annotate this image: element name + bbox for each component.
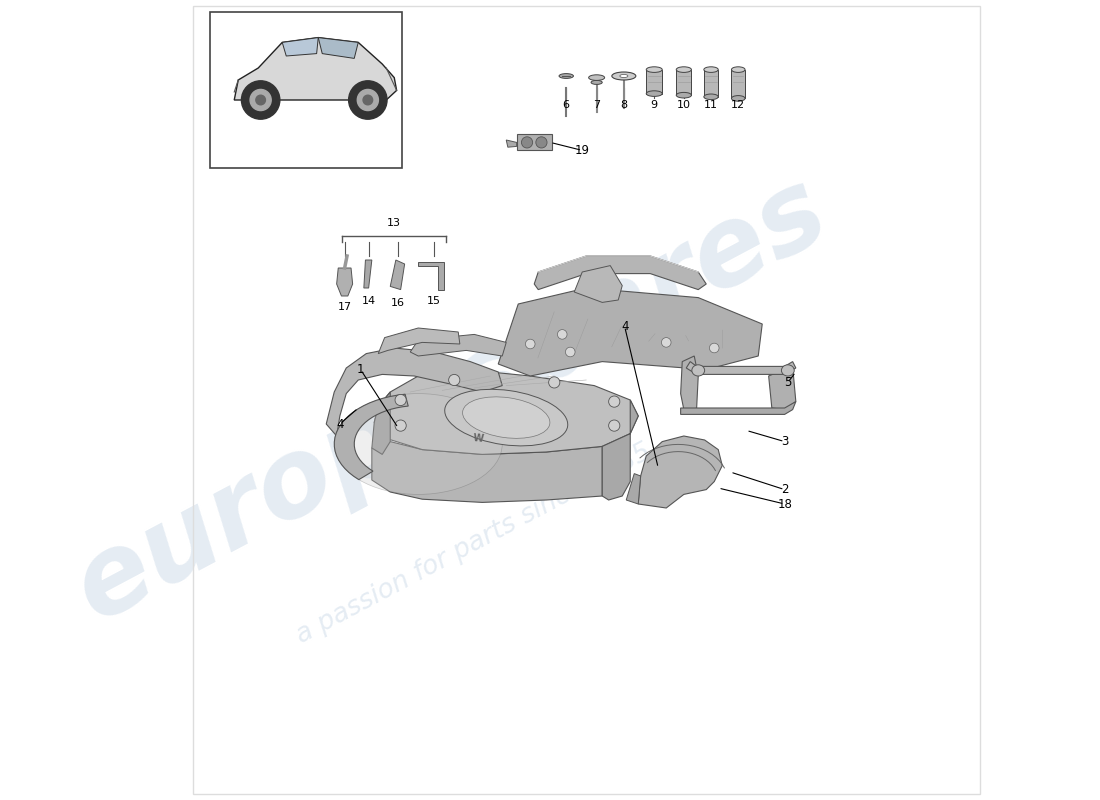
Text: 16: 16 xyxy=(392,298,405,308)
Polygon shape xyxy=(372,392,390,454)
Text: 19: 19 xyxy=(574,144,590,157)
Circle shape xyxy=(250,90,272,110)
Polygon shape xyxy=(234,38,397,100)
Polygon shape xyxy=(378,328,460,354)
Circle shape xyxy=(363,95,373,105)
Polygon shape xyxy=(506,140,517,147)
Text: 13: 13 xyxy=(387,218,402,228)
Circle shape xyxy=(449,374,460,386)
Circle shape xyxy=(536,137,547,148)
Polygon shape xyxy=(283,38,318,56)
Polygon shape xyxy=(410,334,506,356)
Circle shape xyxy=(608,420,619,431)
Text: 4: 4 xyxy=(337,418,343,430)
Circle shape xyxy=(661,338,671,347)
Text: 15: 15 xyxy=(427,296,441,306)
Polygon shape xyxy=(626,474,640,504)
Text: 14: 14 xyxy=(362,296,376,306)
Ellipse shape xyxy=(692,365,705,376)
Ellipse shape xyxy=(781,365,794,376)
Polygon shape xyxy=(769,366,795,410)
Circle shape xyxy=(710,343,719,353)
FancyBboxPatch shape xyxy=(210,12,403,168)
Text: W: W xyxy=(472,433,484,444)
Ellipse shape xyxy=(676,93,692,98)
Polygon shape xyxy=(374,370,638,454)
Ellipse shape xyxy=(334,394,503,494)
Ellipse shape xyxy=(463,397,550,438)
Circle shape xyxy=(521,137,532,148)
Polygon shape xyxy=(574,266,623,302)
Ellipse shape xyxy=(676,67,692,72)
Ellipse shape xyxy=(612,72,636,80)
Text: 1: 1 xyxy=(356,363,364,376)
Ellipse shape xyxy=(732,67,745,72)
Circle shape xyxy=(549,377,560,388)
Circle shape xyxy=(565,347,575,357)
Ellipse shape xyxy=(619,74,628,78)
Ellipse shape xyxy=(646,67,662,72)
Text: 12: 12 xyxy=(732,100,746,110)
Circle shape xyxy=(256,95,265,105)
Polygon shape xyxy=(318,38,359,58)
Circle shape xyxy=(349,81,387,119)
Text: 8: 8 xyxy=(620,100,627,110)
Circle shape xyxy=(395,420,406,431)
Polygon shape xyxy=(686,362,795,374)
Circle shape xyxy=(241,81,279,119)
Circle shape xyxy=(526,339,535,349)
Polygon shape xyxy=(638,436,723,508)
Polygon shape xyxy=(334,394,408,480)
Polygon shape xyxy=(646,70,662,94)
Polygon shape xyxy=(337,268,353,296)
Polygon shape xyxy=(372,442,602,502)
Text: 9: 9 xyxy=(651,100,658,110)
Polygon shape xyxy=(498,288,762,376)
Ellipse shape xyxy=(704,67,718,72)
Text: europaspares: europaspares xyxy=(56,157,844,643)
Polygon shape xyxy=(390,260,405,290)
Text: 6: 6 xyxy=(563,100,570,110)
Polygon shape xyxy=(602,400,638,500)
Text: 7: 7 xyxy=(593,100,601,110)
Ellipse shape xyxy=(591,80,602,84)
Text: a passion for parts since 1985: a passion for parts since 1985 xyxy=(293,439,657,649)
Polygon shape xyxy=(535,256,706,290)
Circle shape xyxy=(358,90,378,110)
Ellipse shape xyxy=(444,390,568,446)
Polygon shape xyxy=(327,348,503,436)
Ellipse shape xyxy=(588,75,605,80)
Polygon shape xyxy=(418,262,443,290)
Text: 18: 18 xyxy=(778,498,792,510)
Text: 4: 4 xyxy=(620,320,628,333)
Polygon shape xyxy=(704,70,718,97)
Ellipse shape xyxy=(732,95,745,101)
Ellipse shape xyxy=(559,74,573,78)
Polygon shape xyxy=(517,134,552,150)
Circle shape xyxy=(395,394,406,406)
Text: 5: 5 xyxy=(784,376,792,389)
Text: 11: 11 xyxy=(704,100,718,110)
Polygon shape xyxy=(732,70,745,98)
Text: 3: 3 xyxy=(781,435,789,448)
Circle shape xyxy=(608,396,619,407)
Polygon shape xyxy=(676,70,692,95)
Polygon shape xyxy=(364,260,372,288)
Text: 10: 10 xyxy=(676,100,691,110)
Text: 17: 17 xyxy=(338,302,352,313)
Circle shape xyxy=(558,330,566,339)
Polygon shape xyxy=(681,356,698,414)
Ellipse shape xyxy=(704,94,718,99)
Text: 2: 2 xyxy=(781,483,789,496)
Ellipse shape xyxy=(646,91,662,96)
Polygon shape xyxy=(681,402,795,414)
